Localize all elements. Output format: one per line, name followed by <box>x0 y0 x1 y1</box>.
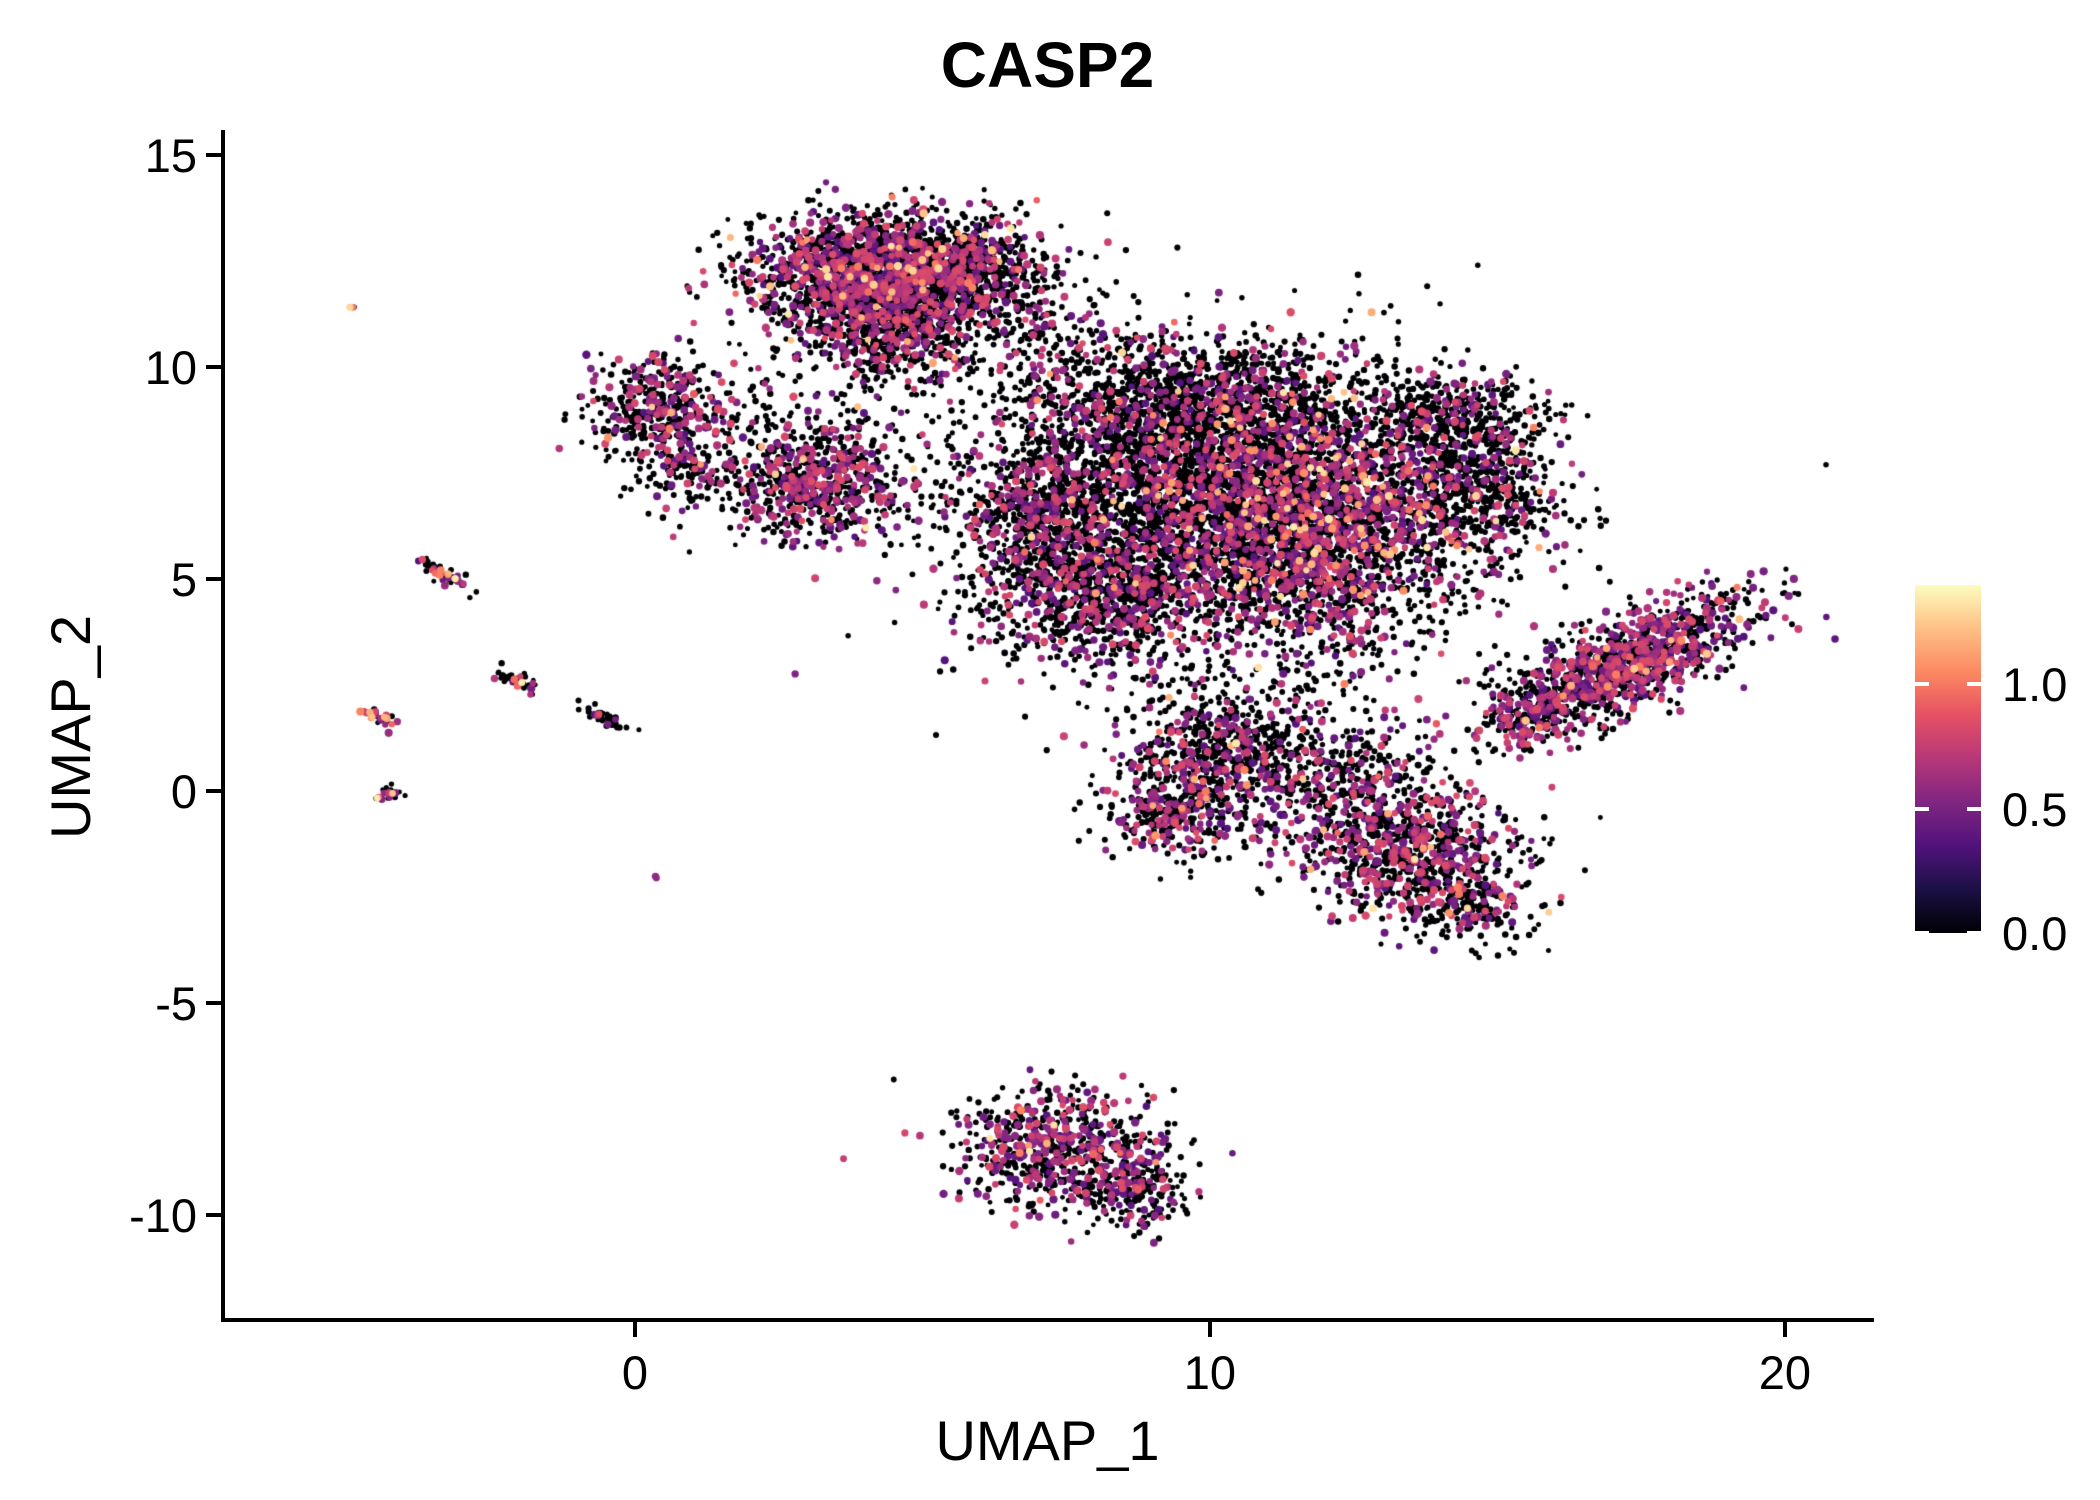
colorbar-tick-mark <box>1915 682 1929 687</box>
y-tick-mark <box>206 1212 221 1217</box>
plot-panel <box>225 130 1870 1320</box>
plot-title: CASP2 <box>940 29 1155 101</box>
y-tick-label: 5 <box>170 552 197 606</box>
umap-scatter-canvas <box>225 130 1870 1320</box>
x-tick-mark <box>1207 1322 1212 1337</box>
colorbar-tick-mark <box>1915 806 1929 811</box>
y-tick-label: 0 <box>170 764 197 818</box>
colorbar-tick-label: 0.0 <box>2002 907 2068 960</box>
y-tick-mark <box>206 1000 221 1005</box>
y-tick-label: 15 <box>144 129 197 182</box>
y-tick-label: 10 <box>144 340 197 394</box>
x-tick-mark <box>1782 1322 1787 1337</box>
y-tick-label: -5 <box>155 976 197 1030</box>
colorbar-tick-mark <box>1915 931 1929 935</box>
y-tick-mark <box>206 153 221 157</box>
colorbar-tick-mark <box>1967 806 1981 811</box>
x-tick-label: 10 <box>1183 1346 1237 1399</box>
x-tick-label: 0 <box>621 1346 649 1399</box>
colorbar-tick-mark <box>1967 931 1981 935</box>
y-tick-mark <box>206 788 221 793</box>
x-tick-mark <box>632 1322 637 1337</box>
colorbar-gradient <box>1915 585 1981 933</box>
y-tick-mark <box>206 576 221 581</box>
colorbar-tick-label: 1.0 <box>2002 658 2068 712</box>
x-axis-line <box>221 1318 1874 1322</box>
colorbar-tick-label: 0.5 <box>2002 782 2068 836</box>
y-tick-label: -10 <box>129 1188 197 1242</box>
colorbar-tick-mark <box>1967 682 1981 687</box>
y-tick-mark <box>206 364 221 369</box>
x-axis-label: UMAP_1 <box>935 1409 1160 1472</box>
x-tick-label: 20 <box>1758 1346 1812 1399</box>
y-axis-line <box>221 130 225 1322</box>
